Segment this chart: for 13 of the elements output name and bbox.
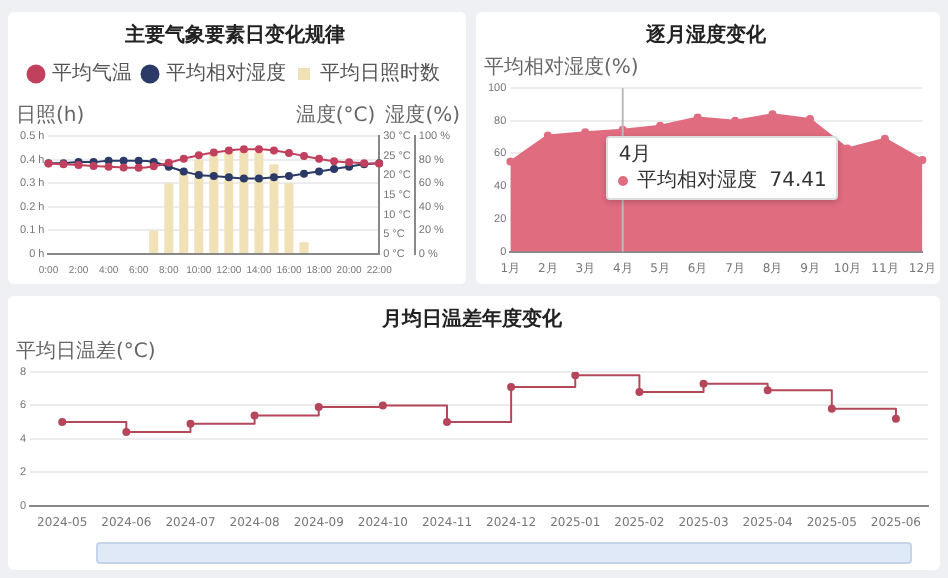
chart-title: 月均日温差年度变化 — [380, 307, 564, 332]
y-axis-title: 平均日温差(°C) — [16, 339, 156, 364]
legend-label: 平均气温 — [52, 61, 132, 86]
annotation: 平均相对湿度 74.41 — [636, 167, 827, 194]
chart-title: 主要气象要素日变化规律 — [123, 23, 345, 48]
chart-title: 逐月湿度变化 — [644, 23, 768, 48]
y3-axis-title: 湿度(%) — [385, 103, 461, 128]
legend-label: 平均相对湿度 — [166, 61, 286, 86]
annotation: 4月 — [618, 141, 652, 168]
y2-axis-title: 温度(°C) — [295, 103, 376, 128]
y-axis-title: 日照(h) — [16, 105, 85, 128]
legend-label: 平均日照时数 — [320, 61, 440, 86]
y-axis-title: 平均相对湿度(%) — [484, 55, 639, 80]
